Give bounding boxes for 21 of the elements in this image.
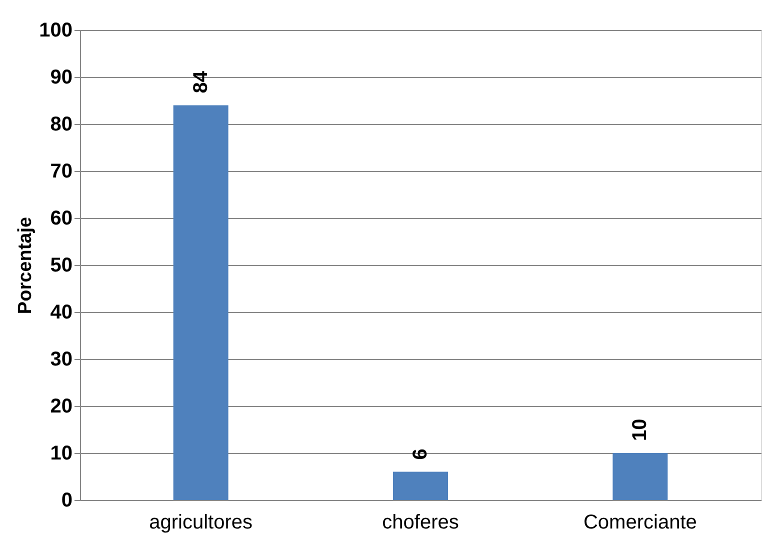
y-tick-label: 0 (61, 490, 72, 512)
bar (173, 105, 228, 500)
bar (612, 453, 668, 500)
y-tick-label: 70 (50, 160, 72, 182)
y-tick-label: 90 (50, 66, 72, 88)
y-tick-label: 30 (50, 348, 72, 370)
x-tick-label: Comerciante (583, 512, 697, 534)
y-axis-title: Porcentaje (15, 216, 36, 314)
x-tick-label: agricultores (149, 512, 253, 534)
y-tick-label: 50 (50, 254, 72, 276)
data-label: 10 (629, 418, 652, 441)
data-label: 6 (410, 448, 432, 460)
bar (393, 472, 448, 500)
y-tick-label: 10 (50, 442, 72, 464)
y-tick-label: 80 (50, 114, 72, 136)
y-tick-label: 40 (50, 302, 72, 324)
y-tick-label: 60 (50, 208, 72, 230)
y-tick-label: 100 (39, 20, 72, 42)
data-label: 84 (190, 70, 212, 94)
x-tick-label: choferes (382, 512, 459, 534)
y-tick-label: 20 (50, 396, 72, 418)
